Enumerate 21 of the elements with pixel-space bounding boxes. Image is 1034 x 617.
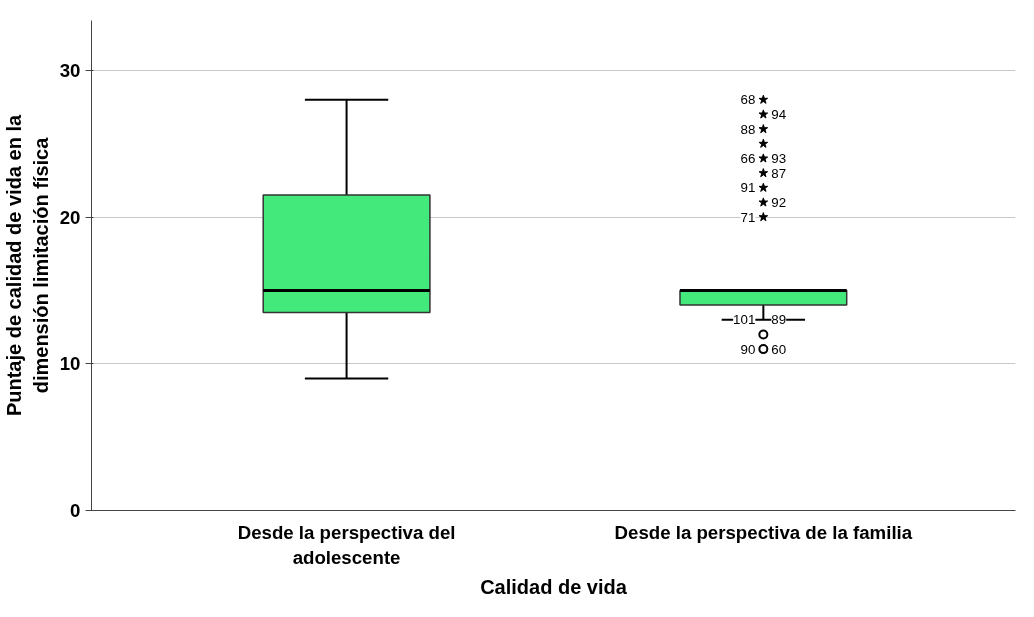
annotation: 68 [740, 92, 756, 108]
annotation: 60 [771, 341, 787, 357]
annotation: 91 [740, 180, 756, 196]
annotation: 87 [771, 165, 787, 181]
annotation: 89 [771, 312, 787, 328]
annotation: 94 [771, 106, 787, 122]
x-axis-title: Calidad de vida [480, 575, 628, 598]
y-tick-label: 0 [70, 500, 81, 521]
x-tick-label: Desde la perspectiva de la familia [614, 521, 913, 543]
annotation: 66 [740, 150, 756, 166]
annotation: 92 [771, 194, 787, 210]
x-tick-label: Desde la perspectiva del adolescente [237, 521, 456, 568]
y-tick-label: 30 [59, 59, 81, 81]
annotation: 88 [740, 121, 756, 137]
annotation: 101 [733, 312, 756, 328]
y-tick-label: 20 [59, 206, 81, 228]
annotation: 93 [771, 150, 787, 166]
y-tick-label: 10 [59, 353, 81, 375]
annotation: 71 [740, 209, 756, 225]
y-axis-title: Puntaje de calidad de vida en la dimensión limitación física [3, 114, 52, 417]
annotation: 90 [740, 341, 756, 357]
